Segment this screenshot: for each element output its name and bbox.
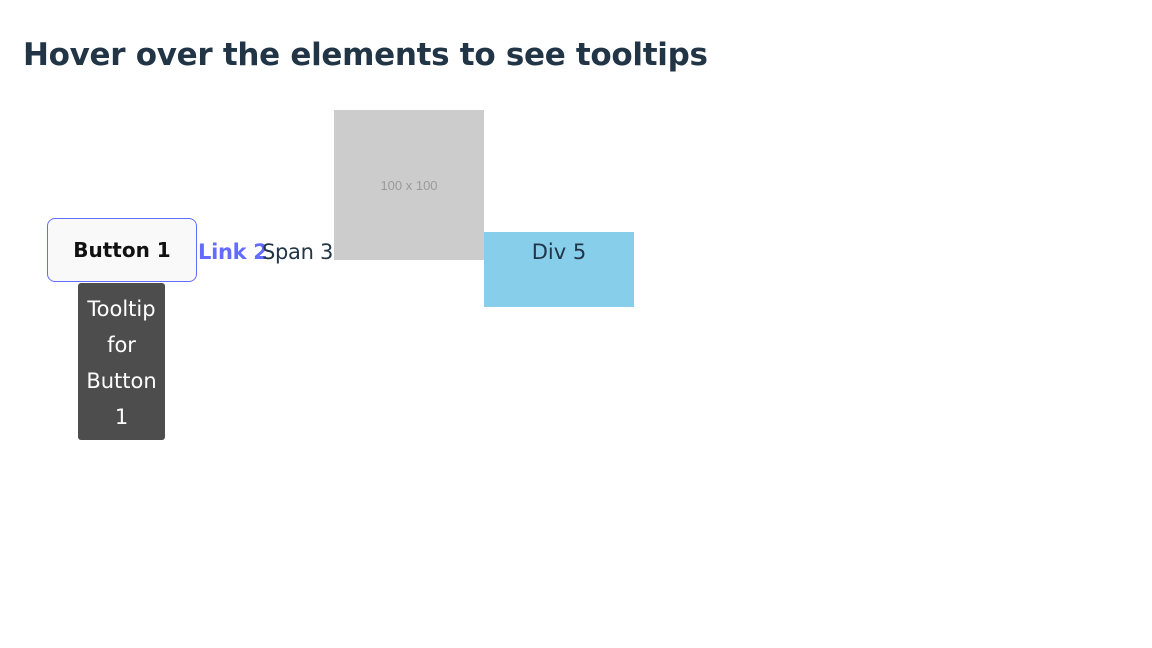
tooltip-button-1: Tooltip for Button 1 bbox=[78, 283, 165, 440]
placeholder-image-4[interactable]: 100 x 100 bbox=[334, 110, 484, 260]
div-5[interactable]: Div 5 bbox=[484, 232, 634, 307]
button-1[interactable]: Button 1 bbox=[47, 218, 197, 282]
placeholder-image-label: 100 x 100 bbox=[380, 177, 438, 193]
span-3[interactable]: Span 3 bbox=[262, 240, 334, 264]
div-5-label: Div 5 bbox=[531, 240, 587, 264]
page-title: Hover over the elements to see tooltips bbox=[23, 37, 708, 73]
link-2[interactable]: Link 2 bbox=[198, 240, 268, 264]
